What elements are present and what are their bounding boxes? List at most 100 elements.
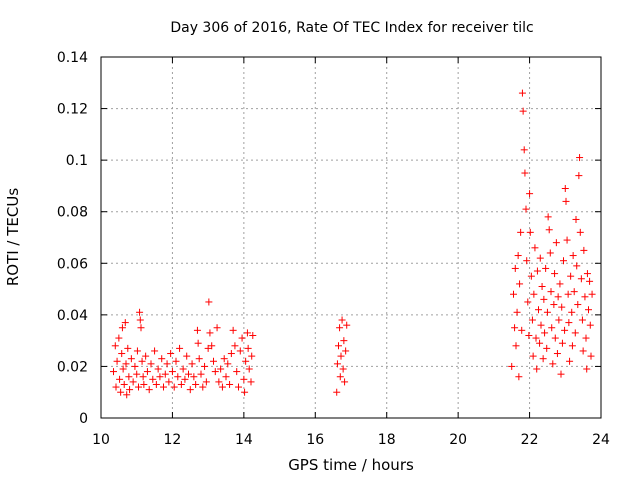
data-point — [231, 342, 239, 350]
data-point — [529, 352, 537, 360]
data-point — [578, 316, 586, 324]
data-point — [333, 388, 341, 396]
y-axis-label: ROTI / TECUs — [4, 188, 22, 286]
data-point — [208, 342, 216, 350]
data-point — [142, 352, 150, 360]
data-point — [571, 329, 579, 337]
data-point — [583, 270, 591, 278]
data-point — [586, 277, 594, 285]
data-point — [333, 360, 341, 368]
data-point — [204, 344, 212, 352]
data-point — [111, 342, 119, 350]
data-point — [569, 252, 577, 260]
data-point — [520, 146, 528, 154]
data-point — [586, 321, 594, 329]
data-point — [125, 373, 133, 381]
data-point — [579, 347, 587, 355]
data-point — [570, 288, 578, 296]
data-point — [194, 339, 202, 347]
data-point — [127, 355, 135, 363]
data-point — [562, 197, 570, 205]
data-point — [220, 355, 228, 363]
data-point — [177, 380, 185, 388]
data-point — [536, 254, 544, 262]
data-point — [561, 326, 569, 334]
data-point — [547, 288, 555, 296]
data-point — [243, 329, 251, 337]
data-point — [577, 275, 585, 283]
data-point — [145, 386, 153, 394]
data-point — [528, 316, 536, 324]
data-point — [192, 380, 200, 388]
data-point — [513, 308, 521, 316]
data-point — [540, 295, 548, 303]
data-point — [190, 373, 198, 381]
data-point — [181, 375, 189, 383]
data-point — [573, 262, 581, 270]
data-point — [138, 357, 146, 365]
x-tick-labels: 10 12 14 16 18 20 22 24 — [92, 432, 610, 448]
data-point — [238, 334, 246, 342]
data-point — [172, 357, 180, 365]
data-point — [574, 301, 582, 309]
data-point — [170, 383, 178, 391]
data-point — [183, 352, 191, 360]
grid-lines — [101, 57, 601, 418]
data-point — [552, 239, 560, 247]
data-point — [582, 334, 590, 342]
data-point — [249, 331, 257, 339]
data-point — [511, 264, 519, 272]
data-point — [218, 383, 226, 391]
data-point — [567, 272, 575, 280]
data-point — [336, 324, 344, 332]
data-point — [515, 373, 523, 381]
data-point — [131, 362, 139, 370]
data-point — [248, 352, 256, 360]
y-tick-labels: 0 0.02 0.04 0.06 0.08 0.1 0.12 0.14 — [57, 50, 88, 427]
x-tick-label: 24 — [592, 432, 610, 448]
data-point — [213, 324, 221, 332]
data-point — [548, 324, 556, 332]
data-point — [566, 357, 574, 365]
data-point — [512, 342, 520, 350]
data-point — [123, 391, 131, 399]
data-point — [151, 347, 159, 355]
data-point — [149, 375, 157, 383]
data-point — [240, 375, 248, 383]
data-point — [224, 360, 232, 368]
data-point — [135, 383, 142, 391]
data-point — [186, 386, 194, 394]
data-point — [585, 306, 592, 314]
data-point — [508, 362, 516, 370]
data-point — [517, 228, 525, 236]
data-point — [147, 360, 155, 368]
data-point — [583, 365, 591, 373]
data-point — [156, 373, 164, 381]
data-point — [338, 316, 346, 324]
data-point — [116, 375, 124, 383]
x-tick-label: 12 — [164, 432, 182, 448]
y-tick-label: 0 — [79, 411, 88, 427]
data-point — [530, 290, 538, 298]
data-point — [179, 365, 187, 373]
data-point — [518, 89, 526, 97]
data-point — [563, 236, 571, 244]
data-point — [168, 368, 176, 376]
data-point — [211, 368, 219, 376]
data-point — [241, 388, 249, 396]
data-point — [543, 344, 551, 352]
data-point — [531, 244, 539, 252]
data-point — [580, 246, 588, 254]
data-point — [533, 267, 541, 275]
data-point — [113, 357, 121, 365]
data-point — [532, 334, 540, 342]
data-point — [526, 228, 534, 236]
data-point — [533, 365, 541, 373]
data-point — [136, 308, 144, 316]
data-point — [576, 154, 584, 162]
data-point — [588, 290, 596, 298]
x-tick-label: 10 — [92, 432, 110, 448]
y-tick-label: 0.02 — [57, 359, 88, 375]
data-point — [521, 169, 529, 177]
data-point — [542, 264, 550, 272]
